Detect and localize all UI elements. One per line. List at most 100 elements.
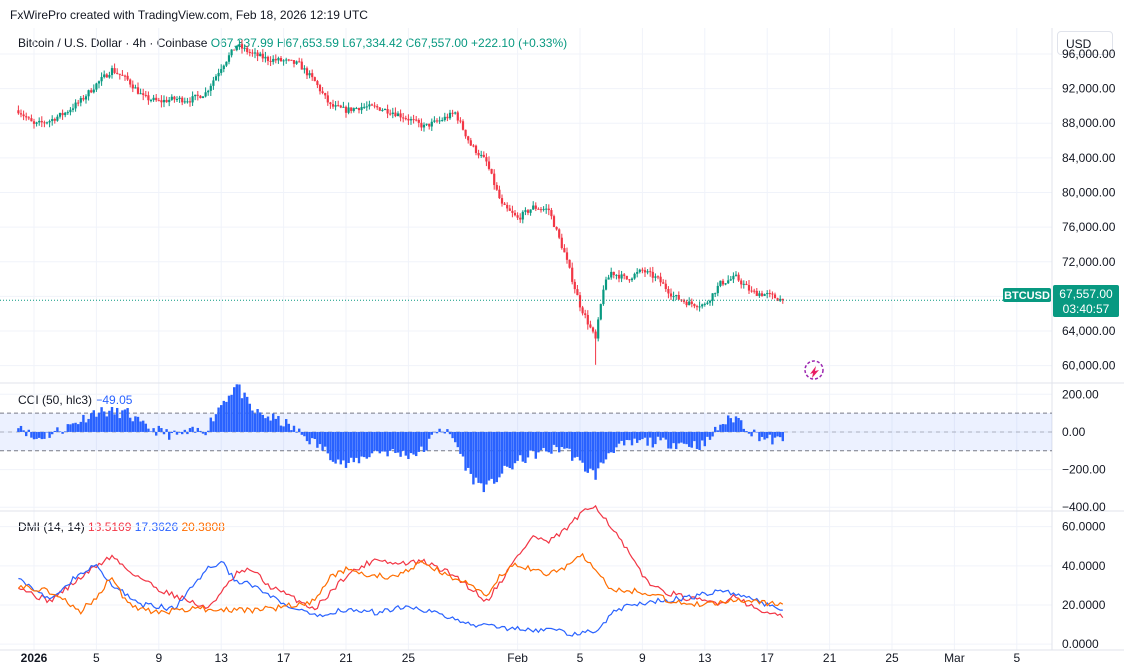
candle-body: [500, 198, 504, 204]
candle-body: [178, 97, 181, 100]
candle-body: [742, 283, 745, 285]
cci-bar: [123, 409, 127, 432]
price-legend[interactable]: Bitcoin / U.S. Dollar · 4h · Coinbase O6…: [18, 36, 567, 50]
cci-pane[interactable]: [0, 384, 1052, 493]
cci-bar: [706, 431, 709, 437]
price-tick-label: 76,000.00: [1062, 220, 1116, 234]
candle-body: [274, 58, 277, 61]
cci-bar: [534, 431, 537, 459]
cci-bar: [66, 424, 69, 432]
cci-bar: [95, 416, 98, 432]
candle-body: [552, 216, 556, 227]
cci-bar: [464, 431, 467, 471]
candle-body: [110, 68, 114, 76]
candle-body: [134, 87, 137, 89]
cci-bar: [755, 431, 758, 433]
candle-body: [495, 185, 498, 190]
candle-body: [441, 120, 444, 122]
cci-bar: [19, 425, 23, 432]
candle-body: [591, 327, 595, 332]
candle-body: [186, 101, 189, 103]
candle-body: [714, 293, 717, 295]
cci-bar: [363, 431, 366, 458]
candle-body: [469, 140, 472, 146]
cci-bar: [32, 431, 36, 440]
candle-body: [755, 290, 758, 296]
cci-bar: [334, 431, 337, 464]
price-tick-label: 84,000.00: [1062, 151, 1116, 165]
price-tick-label: 88,000.00: [1062, 116, 1116, 130]
candle-body: [521, 211, 524, 220]
candle-body: [597, 319, 600, 339]
candle-body: [175, 99, 179, 101]
candle-body: [560, 237, 563, 249]
candle-body: [290, 59, 293, 61]
x-tick-label: 17: [761, 651, 775, 665]
cci-bar: [243, 392, 246, 432]
candle-body: [701, 304, 704, 307]
candle-body: [467, 136, 470, 141]
cci-bar: [64, 431, 67, 432]
cci-bar: [711, 431, 714, 437]
candle-body: [329, 102, 332, 105]
candle-body: [136, 87, 140, 94]
candle-body: [454, 112, 457, 114]
candle-body: [747, 285, 751, 291]
cci-bar: [357, 431, 361, 464]
cci-bar: [337, 431, 340, 460]
candle-body: [207, 90, 210, 93]
cci-bar: [402, 431, 405, 451]
cci-bar: [56, 427, 59, 432]
symbol-label[interactable]: Bitcoin / U.S. Dollar · 4h · Coinbase: [18, 36, 208, 50]
cci-bar: [758, 431, 761, 442]
cci-bar: [602, 431, 605, 464]
candle-body: [703, 303, 706, 305]
cci-bar: [721, 424, 725, 432]
cci-bar: [461, 431, 465, 457]
candle-body: [649, 271, 652, 273]
candle-body: [201, 96, 205, 99]
cci-bar: [282, 426, 285, 432]
cci-bar: [420, 431, 423, 447]
tradingview-logo-icon[interactable]: [804, 360, 824, 380]
cci-bar: [435, 431, 439, 434]
cci-bar: [318, 431, 322, 445]
cci-bar: [776, 431, 779, 437]
cci-bar: [625, 431, 628, 440]
candle-body: [407, 118, 410, 121]
cci-bar: [703, 431, 706, 447]
candle-body: [69, 109, 72, 113]
candle-body: [586, 314, 589, 325]
cci-legend[interactable]: CCI (50, hlc3) −49.05: [18, 393, 132, 407]
cci-bar: [199, 430, 202, 432]
cci-bar: [425, 431, 428, 451]
candle-body: [123, 75, 127, 77]
cci-bar: [740, 420, 743, 432]
candle-body: [662, 282, 665, 284]
candle-body: [511, 210, 514, 213]
cci-bar: [295, 431, 298, 433]
cci-bar: [381, 431, 384, 452]
dmi-pane[interactable]: [17, 504, 784, 637]
candle-body: [19, 113, 23, 115]
cci-bar: [664, 431, 667, 440]
candle-body: [118, 73, 121, 75]
cci-bar: [300, 431, 303, 435]
cci-bar: [79, 421, 82, 432]
cci-bar: [682, 431, 686, 444]
cci-bar: [233, 387, 236, 432]
candle-body: [71, 108, 75, 110]
x-tick-label: 5: [577, 651, 584, 665]
currency-button[interactable]: USD: [1057, 31, 1113, 55]
price-pane[interactable]: [0, 39, 1052, 365]
candle-body: [116, 72, 119, 74]
cci-bar: [643, 431, 647, 438]
cci-bar: [238, 384, 241, 432]
candle-body: [628, 279, 631, 281]
candle-body: [610, 271, 613, 278]
candle-body: [368, 104, 371, 107]
candle-body: [734, 274, 738, 276]
cci-bar: [474, 431, 478, 478]
cci-tick-label: −400.00: [1062, 500, 1106, 514]
